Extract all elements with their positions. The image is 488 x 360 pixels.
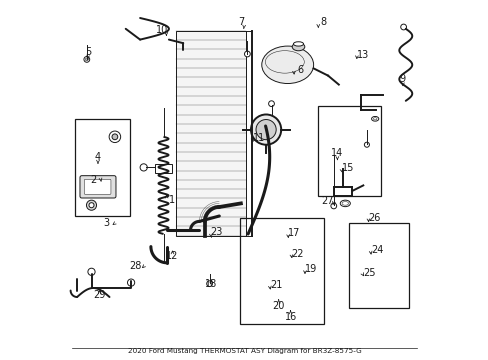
Circle shape [250,114,281,145]
Text: 29: 29 [93,290,106,300]
Bar [176,31,246,236]
FancyBboxPatch shape [84,179,111,194]
Text: 2: 2 [90,175,96,185]
Text: 8: 8 [320,17,326,27]
Text: 9: 9 [399,74,405,84]
Circle shape [127,279,134,286]
Circle shape [88,268,95,275]
Circle shape [256,120,276,140]
Bar [348,223,408,308]
Ellipse shape [292,43,304,51]
Text: 3: 3 [102,218,109,228]
Text: 2020 Ford Mustang THERMOSTAT ASY Diagram for BR3Z-8575-G: 2020 Ford Mustang THERMOSTAT ASY Diagram… [127,347,361,354]
Text: 20: 20 [272,301,285,311]
Text: 24: 24 [370,245,383,255]
FancyBboxPatch shape [80,176,116,198]
Bar [240,218,323,324]
Circle shape [268,101,274,107]
Circle shape [86,200,96,210]
Text: 4: 4 [95,152,101,162]
Text: 6: 6 [297,65,303,75]
Circle shape [84,57,89,62]
Text: 28: 28 [129,261,142,271]
Text: 27: 27 [321,196,333,206]
Circle shape [112,134,118,140]
Text: 18: 18 [205,279,217,289]
Text: 15: 15 [341,163,354,174]
Ellipse shape [261,46,313,84]
Text: 7: 7 [237,17,244,27]
Text: 19: 19 [305,264,317,274]
Text: 1: 1 [169,195,175,205]
Circle shape [206,281,212,287]
Circle shape [400,24,406,30]
Circle shape [89,203,94,208]
Text: 5: 5 [84,47,91,57]
Circle shape [140,164,147,171]
Ellipse shape [293,42,303,46]
Circle shape [244,51,250,57]
Bar [317,106,381,196]
Bar [75,119,130,216]
Circle shape [364,142,368,147]
Text: 25: 25 [363,268,375,278]
Circle shape [109,131,121,143]
Text: 12: 12 [166,251,178,261]
Circle shape [330,203,336,209]
Text: 21: 21 [269,280,282,290]
Text: 11: 11 [252,132,264,143]
Circle shape [85,58,88,61]
Bar [155,164,171,173]
Text: 13: 13 [356,50,368,60]
Text: 23: 23 [210,227,222,237]
Text: 26: 26 [368,213,380,223]
Text: 14: 14 [330,148,343,158]
Text: 10: 10 [155,24,167,35]
Text: 22: 22 [291,249,304,259]
Text: 16: 16 [284,312,296,322]
Text: 17: 17 [287,228,300,238]
